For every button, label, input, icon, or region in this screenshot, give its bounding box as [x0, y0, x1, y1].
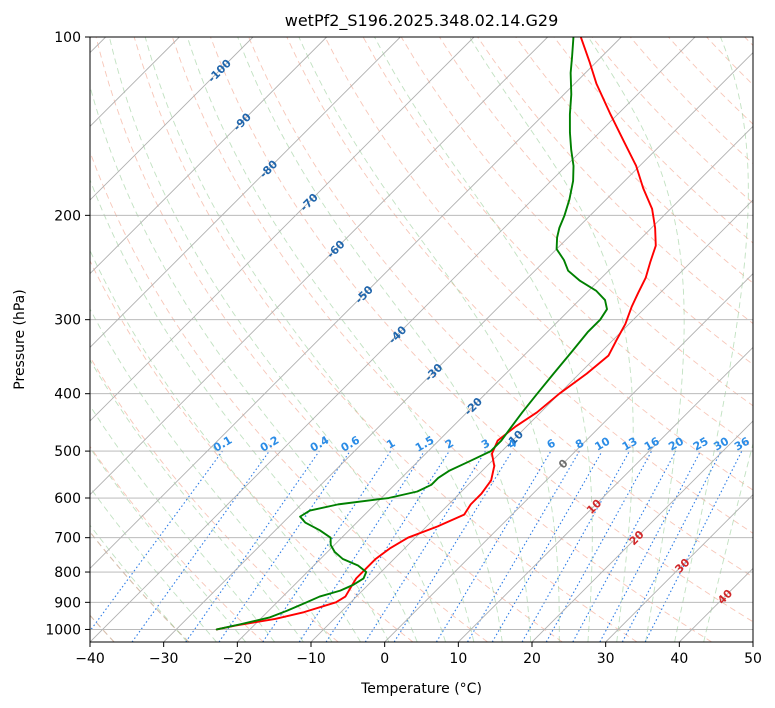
y-tick-label: 1000: [45, 622, 81, 638]
dry-adiabat: [248, 37, 753, 578]
moist-adiabat: [144, 37, 475, 642]
mixing-ratio-line: [521, 450, 630, 642]
moist-adiabat: [90, 84, 418, 642]
dry-adiabat: [515, 37, 753, 284]
moist-adiabat: [90, 486, 217, 642]
temperature-profile: [215, 37, 657, 631]
mixing-ratio-line: [435, 450, 552, 642]
moist-adiabat: [587, 37, 685, 642]
sounding-profiles: [215, 37, 657, 631]
x-tick-label: 0: [380, 651, 389, 667]
isotherm-line: [90, 37, 475, 422]
dry-adiabats: [90, 37, 753, 642]
dry-adiabat: [210, 37, 753, 623]
y-axis-label: Pressure (hPa): [12, 289, 28, 389]
isotherm-line: [90, 37, 254, 201]
dry-adiabat: [90, 445, 264, 642]
mixing-ratio-line: [325, 450, 450, 642]
moist-adiabat: [298, 37, 560, 642]
mixing-ratio-line: [393, 450, 513, 642]
isotherm-gridlines: [90, 37, 753, 642]
y-tick-label: 700: [54, 531, 81, 547]
x-tick-label: −20: [223, 651, 253, 667]
isotherm-line: [237, 125, 753, 642]
isotherm-line: [90, 37, 327, 275]
y-tick-label: 900: [54, 595, 81, 611]
x-axis-label: Temperature (°C): [360, 681, 482, 697]
y-tick-label: 500: [54, 444, 81, 460]
y-tick-label: 600: [54, 491, 81, 507]
x-tick-label: 20: [523, 651, 541, 667]
y-tick-label: 300: [54, 313, 81, 329]
moist-adiabat: [90, 359, 304, 642]
x-tick-label: −10: [296, 651, 326, 667]
dewpoint-profile: [215, 37, 608, 631]
moist-adiabat: [90, 308, 333, 642]
x-tick-label: −30: [149, 651, 179, 667]
isotherm-line: [458, 346, 753, 642]
dry-adiabat: [133, 37, 638, 642]
moist-adiabat: [90, 447, 247, 642]
moist-adiabat: [90, 178, 390, 642]
y-tick-label: 400: [54, 387, 81, 403]
mixing-ratio-line: [467, 450, 580, 642]
y-tick-label: 800: [54, 565, 81, 581]
isotherm-line: [605, 494, 753, 642]
y-tick-label: 200: [54, 208, 81, 224]
x-tick-label: −40: [75, 651, 105, 667]
mixing-ratio-line: [572, 450, 677, 642]
moist-adiabat: [674, 37, 749, 642]
background-lines: [90, 37, 753, 642]
mixing-ratio-line: [491, 450, 603, 642]
dry-adiabat: [286, 37, 753, 534]
chart-title: wetPf2_S196.2025.348.02.14.G29: [285, 11, 559, 31]
y-tick-label: 100: [54, 30, 81, 46]
moist-adiabat: [90, 404, 275, 642]
x-axis: −40 −30 −20 −10 0 10 20 30 40 50: [75, 642, 762, 667]
x-tick-label: 50: [744, 651, 762, 667]
dry-adiabat: [90, 259, 414, 642]
plot-frame: [89, 36, 754, 643]
dry-adiabat: [171, 37, 712, 642]
isotherm-line: [310, 199, 753, 642]
dry-adiabat: [324, 37, 753, 491]
isotherm-line: [90, 37, 696, 642]
isotherm-line: [90, 37, 401, 348]
y-axis: 100 200 300 400 500 600 700 800 900 1000: [45, 30, 90, 638]
dry-adiabat: [95, 37, 563, 642]
isotherm-line: [90, 37, 622, 569]
moist-adiabat: [90, 524, 188, 642]
isotherm-line: [531, 420, 753, 642]
moist-adiabat: [703, 442, 753, 642]
x-tick-label: 30: [597, 651, 615, 667]
moist-adiabat: [186, 37, 503, 642]
isotherm-line: [90, 37, 548, 496]
moist-adiabat: [374, 37, 593, 642]
mixing-ratio-line: [185, 450, 320, 642]
x-tick-label: 40: [670, 651, 688, 667]
mixing-ratio-line: [218, 450, 351, 642]
x-tick-label: 10: [449, 651, 467, 667]
isotherm-line: [384, 273, 753, 642]
dry-adiabat: [90, 356, 339, 642]
mixing-ratio-line: [364, 450, 486, 642]
moist-adiabat: [108, 37, 446, 642]
isobar-gridlines: [90, 37, 753, 630]
isotherm-line: [163, 52, 753, 642]
